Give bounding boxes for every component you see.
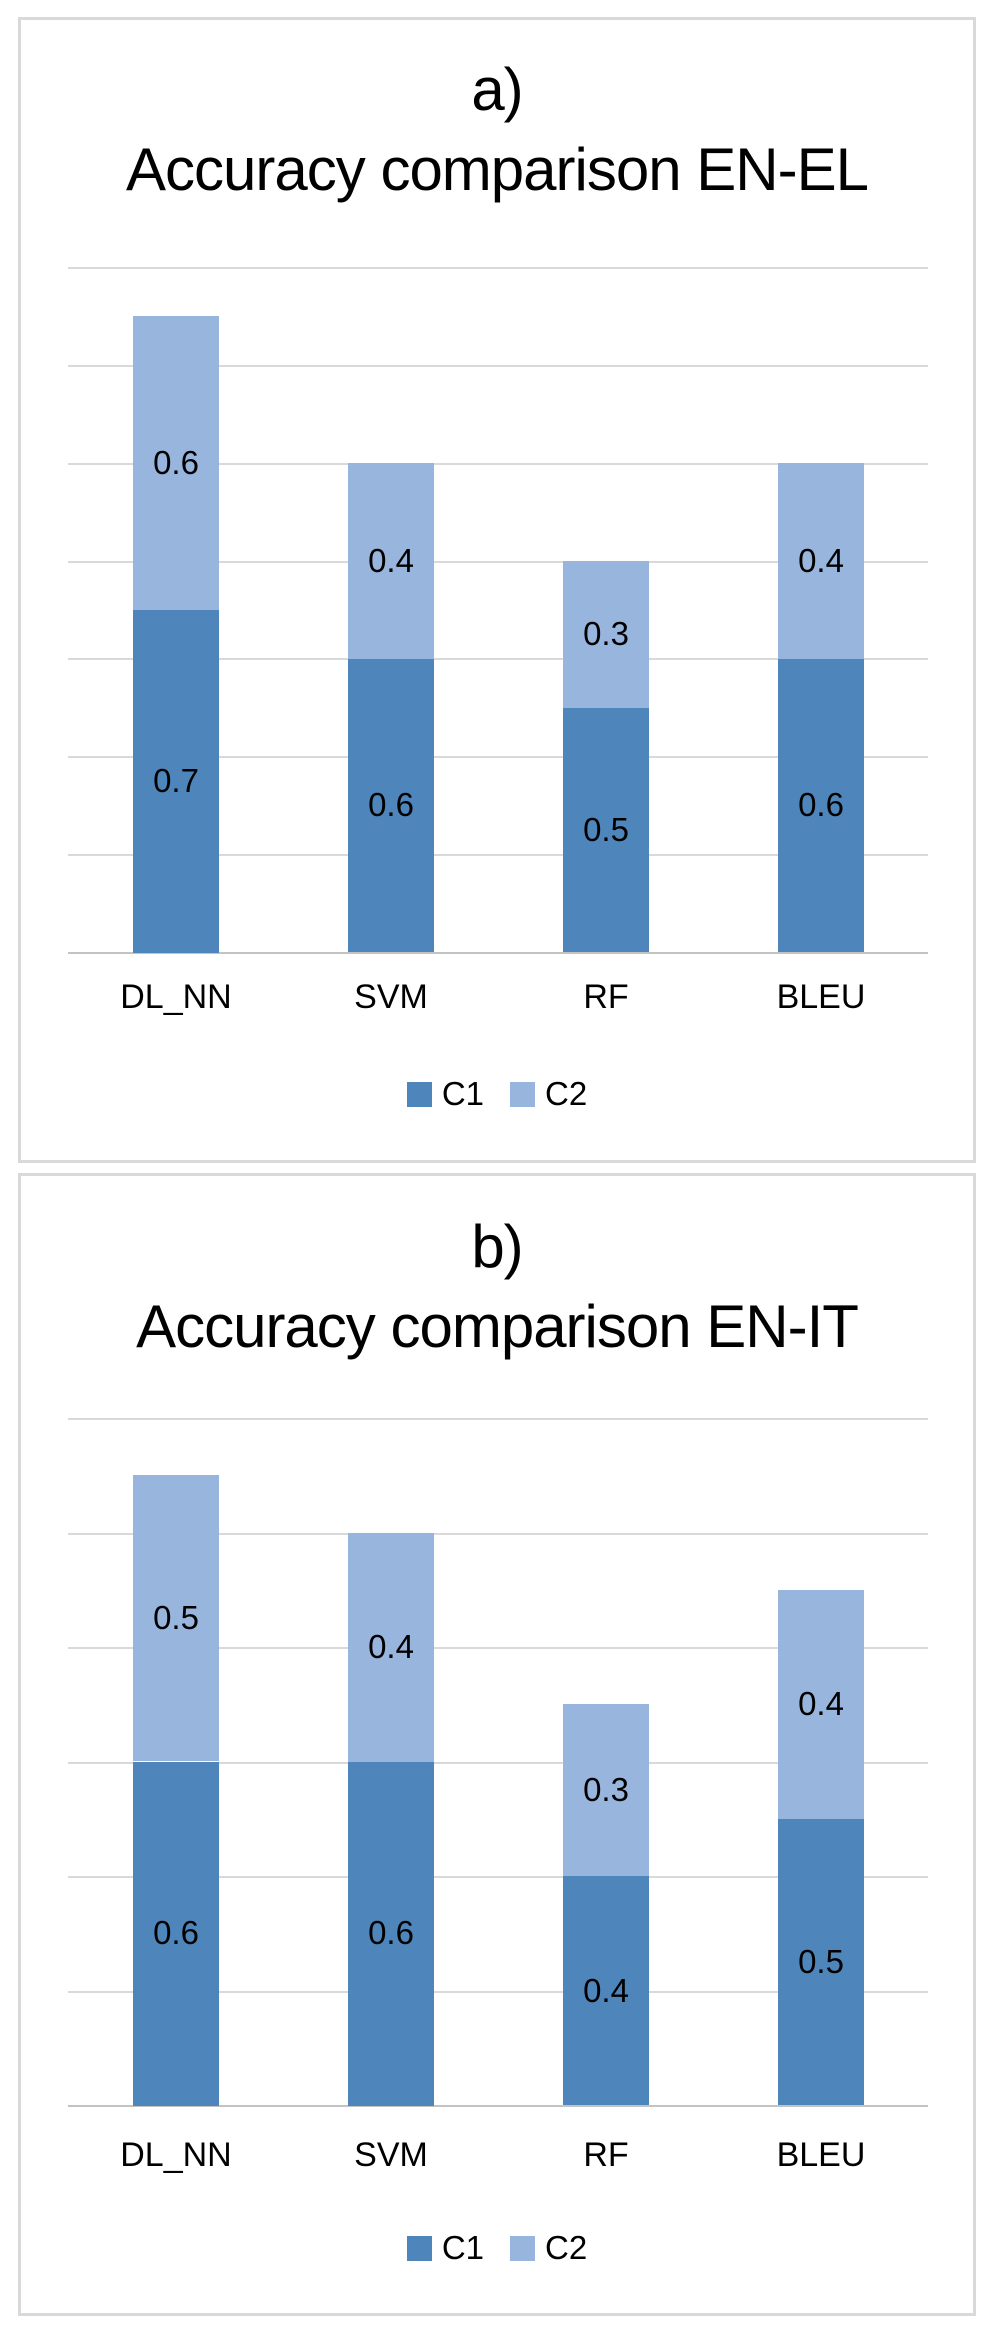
bar-segment-c2-bleu [778, 1590, 864, 1819]
bar-value-label: 0.4 [368, 542, 414, 579]
gridline [68, 658, 928, 660]
bar-value-label: 0.6 [368, 786, 414, 823]
gridline [68, 1991, 928, 1993]
category-label-svm: SVM [354, 978, 428, 1016]
bar-value-label: 0.4 [798, 1685, 844, 1722]
gridline [68, 1533, 928, 1535]
bar-value-label: 0.6 [153, 444, 199, 481]
legend-label-c1: C1 [441, 1075, 484, 1112]
gridline [68, 1876, 928, 1878]
legend-item-c1: C1 [406, 2229, 484, 2267]
bar-value-label: 0.4 [368, 1628, 414, 1665]
category-label-rf: RF [583, 2136, 629, 2174]
category-label-rf: RF [583, 978, 629, 1016]
bar-value-label: 0.7 [153, 762, 199, 799]
bar-value-label: 0.4 [583, 1972, 629, 2009]
x-axis-line [68, 952, 928, 954]
bar-segment-c1-dl_nn [133, 610, 219, 953]
gridline [68, 561, 928, 563]
title-block-a: a) Accuracy comparison EN-EL [18, 50, 976, 210]
bar-segment-c1-bleu [778, 658, 864, 952]
bar-value-label: 0.6 [368, 1914, 414, 1951]
bar-value-label: 0.3 [583, 1771, 629, 1808]
bar-segment-c2-dl_nn [133, 1475, 219, 1761]
legend-label-c2: C2 [545, 2229, 588, 2266]
bar-segment-c2-rf [563, 561, 649, 708]
category-label-dl_nn: DL_NN [120, 2136, 232, 2174]
legend: C1 C2 [18, 2229, 976, 2267]
gridline [68, 1418, 928, 1420]
legend-swatch-c1 [406, 1081, 432, 1107]
bar-segment-c2-dl_nn [133, 316, 219, 610]
bar-segment-c1-svm [348, 658, 434, 952]
gridline [68, 1647, 928, 1649]
category-label-svm: SVM [354, 2136, 428, 2174]
legend-swatch-c2 [510, 2235, 535, 2261]
chart-title: Accuracy comparison EN-IT [136, 1293, 859, 1360]
legend-swatch-c2 [510, 1081, 535, 1107]
legend-label-c1: C1 [441, 2229, 484, 2266]
category-label-dl_nn: DL_NN [120, 978, 232, 1016]
bar-value-label: 0.5 [583, 811, 629, 848]
bar-segment-c1-dl_nn [133, 1762, 219, 2106]
bar-segment-c1-svm [348, 1762, 434, 2106]
gridline [68, 1762, 928, 1764]
bar-segment-c2-svm [348, 1533, 434, 1762]
legend: C1 C2 [18, 1075, 976, 1113]
bar-segment-c1-bleu [778, 1819, 864, 2105]
bar-segment-c1-rf [563, 1876, 649, 2105]
bar-value-label: 0.5 [153, 1599, 199, 1636]
gridline [68, 756, 928, 758]
bar-segment-c2-svm [348, 463, 434, 659]
panel-letter: a) [471, 56, 523, 123]
gridline [68, 854, 928, 856]
legend-item-c1: C1 [406, 1075, 484, 1113]
bar-value-label: 0.6 [153, 1914, 199, 1951]
bar-value-label: 0.6 [798, 786, 844, 823]
gridline [68, 267, 928, 269]
bar-segment-c1-rf [563, 707, 649, 952]
bar-value-label: 0.3 [583, 615, 629, 652]
legend-swatch-c1 [406, 2235, 432, 2261]
bar-segment-c2-bleu [778, 463, 864, 659]
chart-title: Accuracy comparison EN-EL [126, 136, 869, 203]
gridline [68, 365, 928, 367]
category-label-bleu: BLEU [776, 2136, 866, 2174]
bar-segment-c2-rf [563, 1704, 649, 1876]
bar-value-label: 0.4 [798, 542, 844, 579]
x-axis-line [68, 2105, 928, 2107]
legend-label-c2: C2 [545, 1075, 588, 1112]
bar-value-label: 0.5 [798, 1943, 844, 1980]
legend-item-c2: C2 [510, 1075, 587, 1113]
title-block-b: b) Accuracy comparison EN-IT [18, 1207, 976, 1367]
panel-letter: b) [471, 1213, 523, 1280]
gridline [68, 463, 928, 465]
category-label-bleu: BLEU [776, 978, 866, 1016]
legend-item-c2: C2 [510, 2229, 587, 2267]
